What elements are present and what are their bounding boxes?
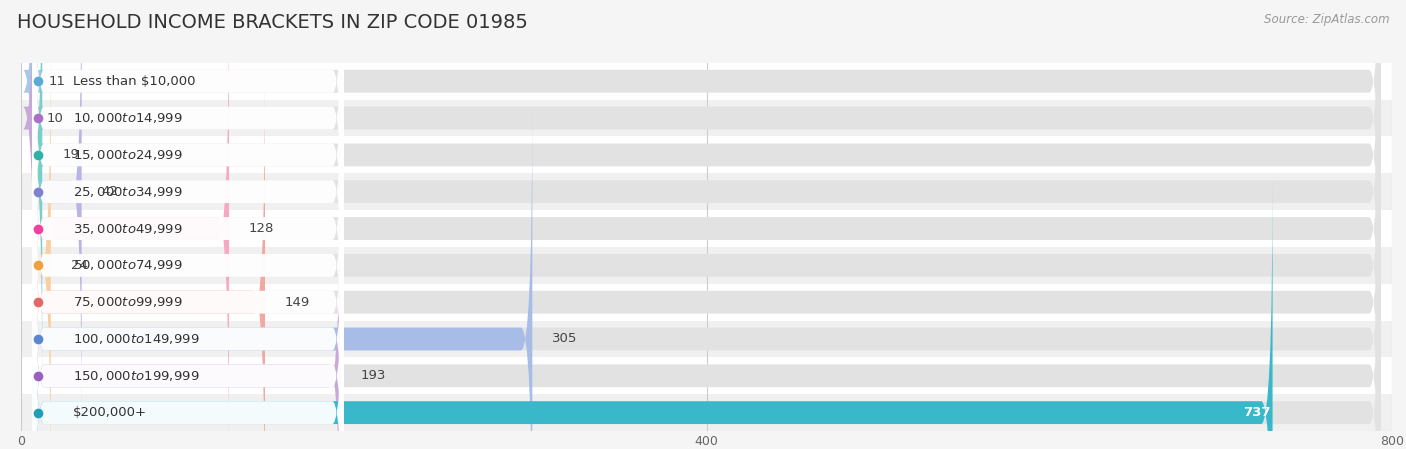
FancyBboxPatch shape — [32, 0, 344, 426]
FancyBboxPatch shape — [32, 31, 344, 449]
Bar — [21, 284, 1392, 321]
FancyBboxPatch shape — [32, 0, 344, 449]
Bar — [21, 173, 1392, 210]
Text: $100,000 to $149,999: $100,000 to $149,999 — [73, 332, 200, 346]
Bar — [21, 100, 1392, 136]
FancyBboxPatch shape — [32, 142, 340, 449]
FancyBboxPatch shape — [22, 0, 44, 352]
Text: 128: 128 — [249, 222, 274, 235]
FancyBboxPatch shape — [32, 105, 533, 449]
FancyBboxPatch shape — [32, 0, 344, 315]
FancyBboxPatch shape — [32, 68, 264, 449]
FancyBboxPatch shape — [32, 0, 229, 449]
Text: $50,000 to $74,999: $50,000 to $74,999 — [73, 258, 183, 273]
FancyBboxPatch shape — [32, 68, 1381, 449]
FancyBboxPatch shape — [32, 179, 1272, 449]
Text: $75,000 to $99,999: $75,000 to $99,999 — [73, 295, 183, 309]
FancyBboxPatch shape — [32, 0, 1381, 352]
FancyBboxPatch shape — [32, 179, 1381, 449]
FancyBboxPatch shape — [32, 0, 1381, 426]
FancyBboxPatch shape — [32, 0, 344, 389]
Text: 11: 11 — [48, 75, 66, 88]
FancyBboxPatch shape — [32, 105, 344, 449]
Text: $35,000 to $49,999: $35,000 to $49,999 — [73, 221, 183, 236]
Text: 19: 19 — [62, 149, 79, 161]
Text: $15,000 to $24,999: $15,000 to $24,999 — [73, 148, 183, 162]
FancyBboxPatch shape — [22, 0, 44, 315]
Text: $150,000 to $199,999: $150,000 to $199,999 — [73, 369, 200, 383]
FancyBboxPatch shape — [32, 179, 344, 449]
Text: 10: 10 — [46, 112, 63, 124]
FancyBboxPatch shape — [32, 31, 51, 449]
FancyBboxPatch shape — [32, 0, 1381, 449]
Text: 193: 193 — [360, 370, 385, 382]
FancyBboxPatch shape — [32, 142, 1381, 449]
Text: 24: 24 — [70, 259, 87, 272]
FancyBboxPatch shape — [32, 0, 1381, 389]
Text: 149: 149 — [285, 296, 311, 308]
FancyBboxPatch shape — [31, 0, 44, 389]
Bar — [21, 357, 1392, 394]
Text: Source: ZipAtlas.com: Source: ZipAtlas.com — [1264, 13, 1389, 26]
FancyBboxPatch shape — [32, 31, 1381, 449]
Text: $25,000 to $34,999: $25,000 to $34,999 — [73, 185, 183, 199]
FancyBboxPatch shape — [32, 105, 1381, 449]
FancyBboxPatch shape — [32, 0, 82, 426]
Text: $200,000+: $200,000+ — [73, 406, 148, 419]
Text: $10,000 to $14,999: $10,000 to $14,999 — [73, 111, 183, 125]
Bar — [21, 136, 1392, 173]
Text: 737: 737 — [1243, 406, 1270, 419]
Bar — [21, 247, 1392, 284]
FancyBboxPatch shape — [32, 0, 344, 352]
FancyBboxPatch shape — [32, 142, 344, 449]
FancyBboxPatch shape — [32, 68, 344, 449]
Text: 42: 42 — [101, 185, 118, 198]
FancyBboxPatch shape — [32, 0, 1381, 315]
Text: HOUSEHOLD INCOME BRACKETS IN ZIP CODE 01985: HOUSEHOLD INCOME BRACKETS IN ZIP CODE 01… — [17, 13, 527, 32]
Text: Less than $10,000: Less than $10,000 — [73, 75, 195, 88]
Bar — [21, 210, 1392, 247]
Text: 305: 305 — [553, 333, 578, 345]
Bar — [21, 63, 1392, 100]
Bar — [21, 394, 1392, 431]
Bar — [21, 321, 1392, 357]
